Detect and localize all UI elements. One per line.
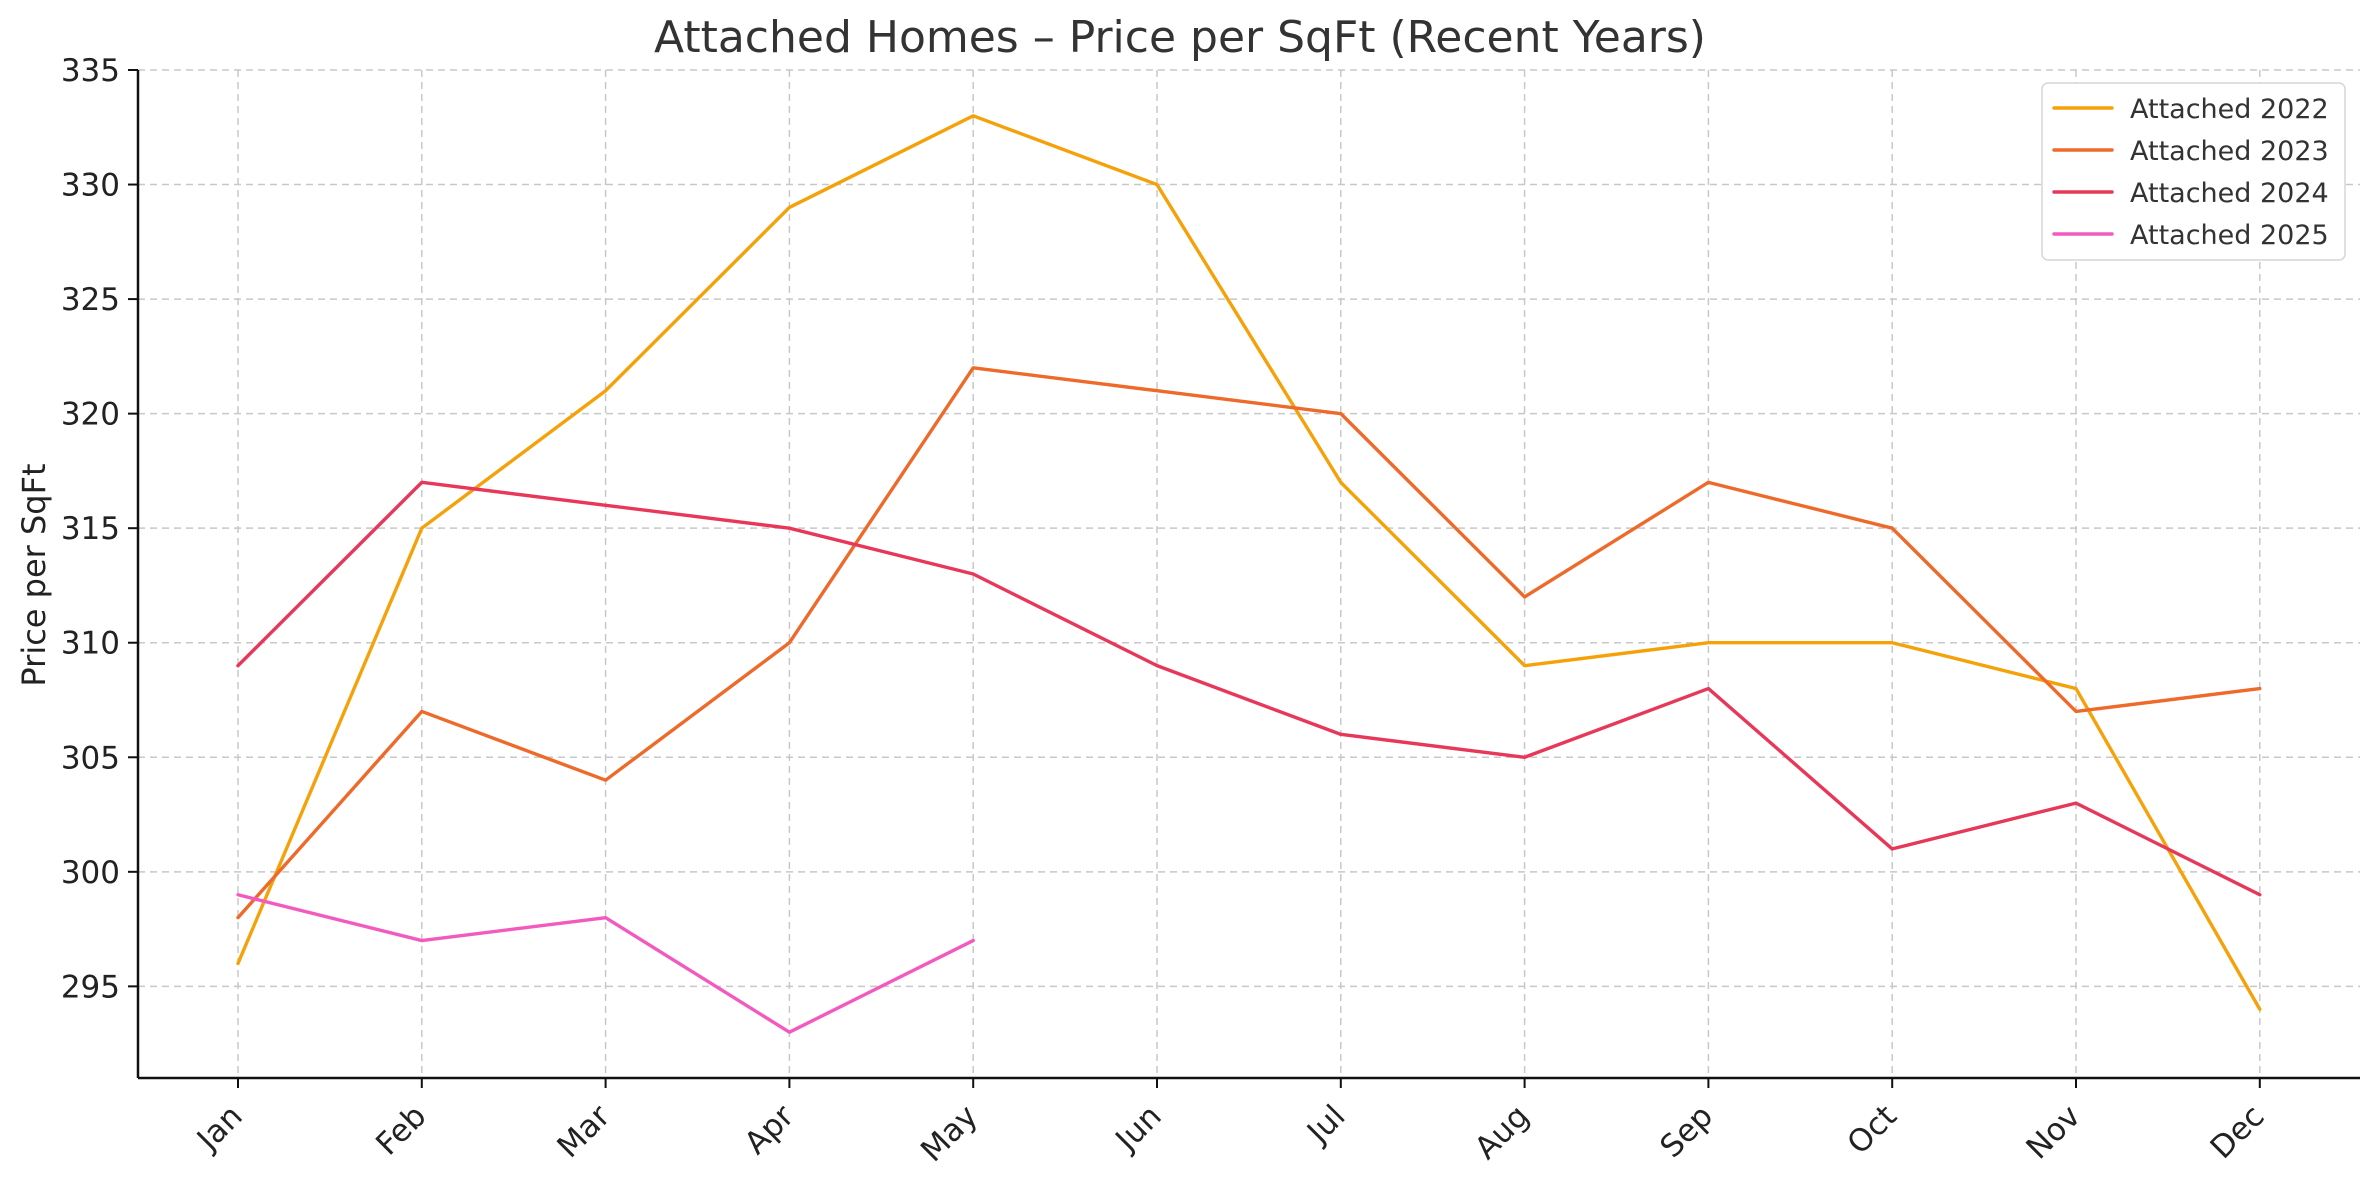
series-line-attached-2023 — [236, 366, 2262, 920]
legend-label: Attached 2022 — [2130, 94, 2329, 125]
y-tick-label: 295 — [61, 969, 120, 1005]
x-tick-label: Oct — [1840, 1098, 1903, 1161]
x-tick-label: Jul — [1299, 1098, 1352, 1151]
y-axis-label: Price per SqFt — [15, 463, 53, 686]
x-tick-label: Nov — [2019, 1098, 2087, 1166]
series-line-attached-2025 — [236, 893, 975, 1034]
y-tick-label: 315 — [61, 511, 120, 547]
tick-labels: 295 300 305 310 315 320 325 330 335 Jan Feb Mar Apr M… — [61, 53, 2272, 1169]
x-tick-label: May — [914, 1098, 985, 1169]
y-tick-label: 335 — [61, 53, 120, 89]
x-tick-label: Sep — [1653, 1098, 1720, 1165]
legend-label: Attached 2025 — [2130, 220, 2329, 251]
series-line-attached-2024 — [236, 480, 2262, 897]
legend-box — [2041, 82, 2346, 261]
x-tick-label: Aug — [1468, 1098, 1536, 1166]
y-tick-label: 330 — [61, 168, 120, 204]
series-line-attached-2022 — [236, 114, 2262, 1011]
x-tick-label: Jan — [189, 1098, 250, 1159]
chart-title: Attached Homes – Price per SqFt (Recent … — [654, 12, 1706, 63]
y-tick-label: 300 — [61, 855, 120, 891]
y-tick-label: 320 — [61, 397, 120, 433]
legend-label: Attached 2024 — [2130, 178, 2329, 209]
y-tick-label: 325 — [61, 282, 120, 318]
x-tick-label: Jun — [1108, 1098, 1169, 1159]
x-tick-label: Apr — [738, 1098, 802, 1162]
series-lines — [236, 114, 2262, 1034]
x-tick-label: Dec — [2204, 1098, 2272, 1166]
y-tick-label: 305 — [61, 740, 120, 776]
x-tick-label: Mar — [550, 1098, 617, 1165]
x-tick-label: Feb — [369, 1098, 433, 1162]
grid-lines — [138, 69, 2360, 1078]
legend-label: Attached 2023 — [2130, 136, 2329, 167]
legend: Attached 2022 Attached 2023 Attached 2024 A… — [2041, 82, 2346, 261]
y-tick-label: 310 — [61, 626, 120, 662]
axes — [128, 69, 2360, 1088]
